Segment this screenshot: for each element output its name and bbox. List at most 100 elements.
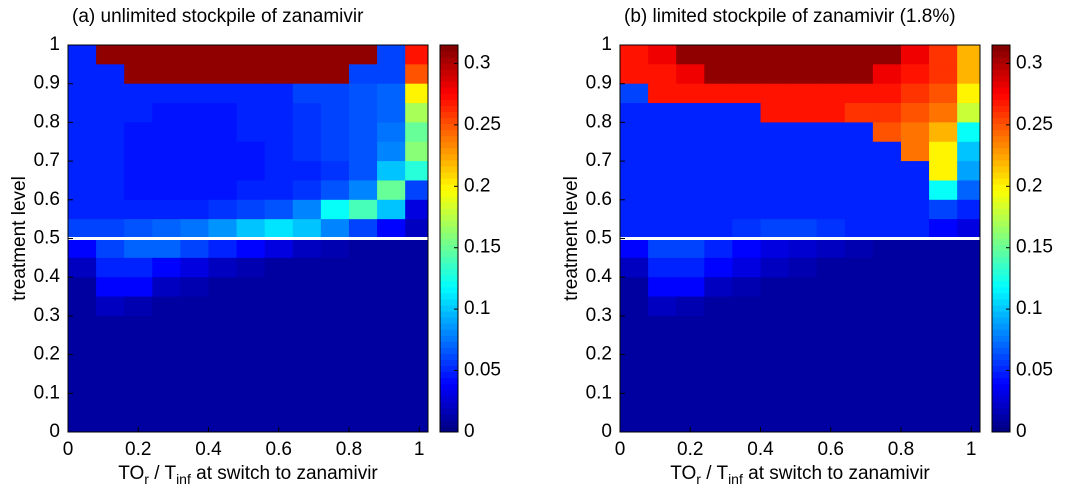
heatmap-cell [648, 180, 677, 201]
heatmap-cell [872, 180, 902, 201]
colorbar-segment [992, 141, 1010, 149]
heatmap-cell [957, 257, 980, 278]
heatmap-cell [816, 141, 846, 162]
heatmap-cell [180, 296, 209, 317]
heatmap-cell [704, 335, 733, 356]
heatmap-cell [676, 373, 705, 394]
heatmap-cell [648, 141, 677, 162]
colorbar-segment [992, 280, 1010, 288]
colorbar-segment [992, 268, 1010, 276]
heatmap-cell [788, 83, 818, 104]
heatmap-cell [405, 296, 428, 317]
colorbar-segment [440, 329, 458, 336]
heatmap-cell [208, 393, 238, 414]
heatmap-cell [96, 238, 125, 259]
heatmap-cell [320, 103, 350, 123]
y-tick-label: 0.2 [34, 344, 60, 365]
heatmap-cell [620, 412, 649, 432]
heatmap-cell [236, 354, 266, 375]
heatmap-cell [648, 315, 677, 336]
heatmap-cell [348, 373, 378, 394]
heatmap-cell [405, 64, 428, 85]
heatmap-cell [872, 199, 902, 220]
heatmap-cell [405, 238, 428, 259]
heatmap-cell [957, 354, 980, 375]
heatmap-cell [96, 335, 125, 356]
heatmap-cell [264, 45, 294, 65]
colorbar-segment [440, 214, 458, 221]
heatmap-cell [68, 238, 97, 259]
heatmap-cell [844, 238, 874, 259]
heatmap-cell [377, 277, 406, 298]
heatmap-cell [872, 103, 902, 123]
heatmap-cell [788, 393, 818, 414]
heatmap-cell [676, 335, 705, 356]
colorbar-segment [992, 250, 1010, 258]
colorbar-tick-label: 0.25 [464, 114, 501, 135]
heatmap-cell [348, 277, 378, 298]
heatmap-cell [405, 180, 428, 201]
heatmap-cell [957, 238, 980, 259]
heatmap-cell [844, 141, 874, 162]
x-axis-label-part: r [696, 471, 701, 487]
heatmap-cell [68, 393, 97, 414]
heatmap-cell [292, 335, 322, 356]
heatmap-cell [264, 219, 294, 239]
heatmap-cell [929, 45, 958, 65]
heatmap-cell [732, 103, 761, 123]
heatmap-cell [816, 122, 846, 143]
heatmap-cell [760, 277, 790, 298]
heatmap-cell [844, 412, 874, 432]
colorbar-segment [440, 280, 458, 288]
heatmap-cell [872, 219, 902, 239]
heatmap-cell [900, 161, 930, 181]
heatmap-cell [124, 393, 153, 414]
colorbar-segment [440, 250, 458, 258]
heatmap-cell [208, 354, 238, 375]
heatmap-cell [152, 393, 181, 414]
colorbar-segment [992, 171, 1010, 179]
heatmap-cell [620, 103, 649, 123]
heatmap-cell [844, 393, 874, 414]
heatmap-cell [348, 393, 378, 414]
heatmap-cell [152, 219, 181, 239]
heatmap-cell [704, 277, 733, 298]
heatmap-cell [900, 141, 930, 162]
colorbar-segment [992, 425, 1010, 433]
heatmap-cell [68, 180, 97, 201]
heatmap-cell [68, 103, 97, 123]
chart-title: (b) limited stockpile of zanamivir (1.8%… [624, 6, 956, 27]
heatmap-cell [676, 83, 705, 104]
heatmap-cell [676, 412, 705, 432]
heatmap-cell [788, 296, 818, 317]
heatmap-cell [320, 296, 350, 317]
colorbar-segment [440, 63, 458, 70]
heatmap-cell [124, 64, 153, 85]
heatmap-cell [377, 122, 406, 143]
heatmap-cell [620, 335, 649, 356]
heatmap-cell [732, 83, 761, 104]
heatmap-cell [236, 161, 266, 181]
heatmap-cell [405, 141, 428, 162]
heatmap-cell [760, 315, 790, 336]
heatmap-cell [816, 354, 846, 375]
heatmap-cell [152, 83, 181, 104]
y-tick-label: 0.7 [34, 150, 60, 171]
heatmap-cell [732, 373, 761, 394]
colorbar-segment [440, 87, 458, 94]
heatmap-cell [320, 393, 350, 414]
heatmap-cell [264, 180, 294, 201]
heatmap-cell [292, 393, 322, 414]
heatmap-cell [816, 238, 846, 259]
heatmap-cell [704, 180, 733, 201]
heatmap-cell [957, 103, 980, 123]
heatmap-cell [152, 45, 181, 65]
heatmap-cell [96, 393, 125, 414]
heatmap-cell [872, 64, 902, 85]
heatmap-cell [292, 180, 322, 201]
colorbar-tick-label: 0 [1016, 421, 1027, 442]
heatmap-cell [704, 315, 733, 336]
heatmap-cell [180, 122, 209, 143]
heatmap-cell [68, 122, 97, 143]
heatmap-cell [676, 180, 705, 201]
